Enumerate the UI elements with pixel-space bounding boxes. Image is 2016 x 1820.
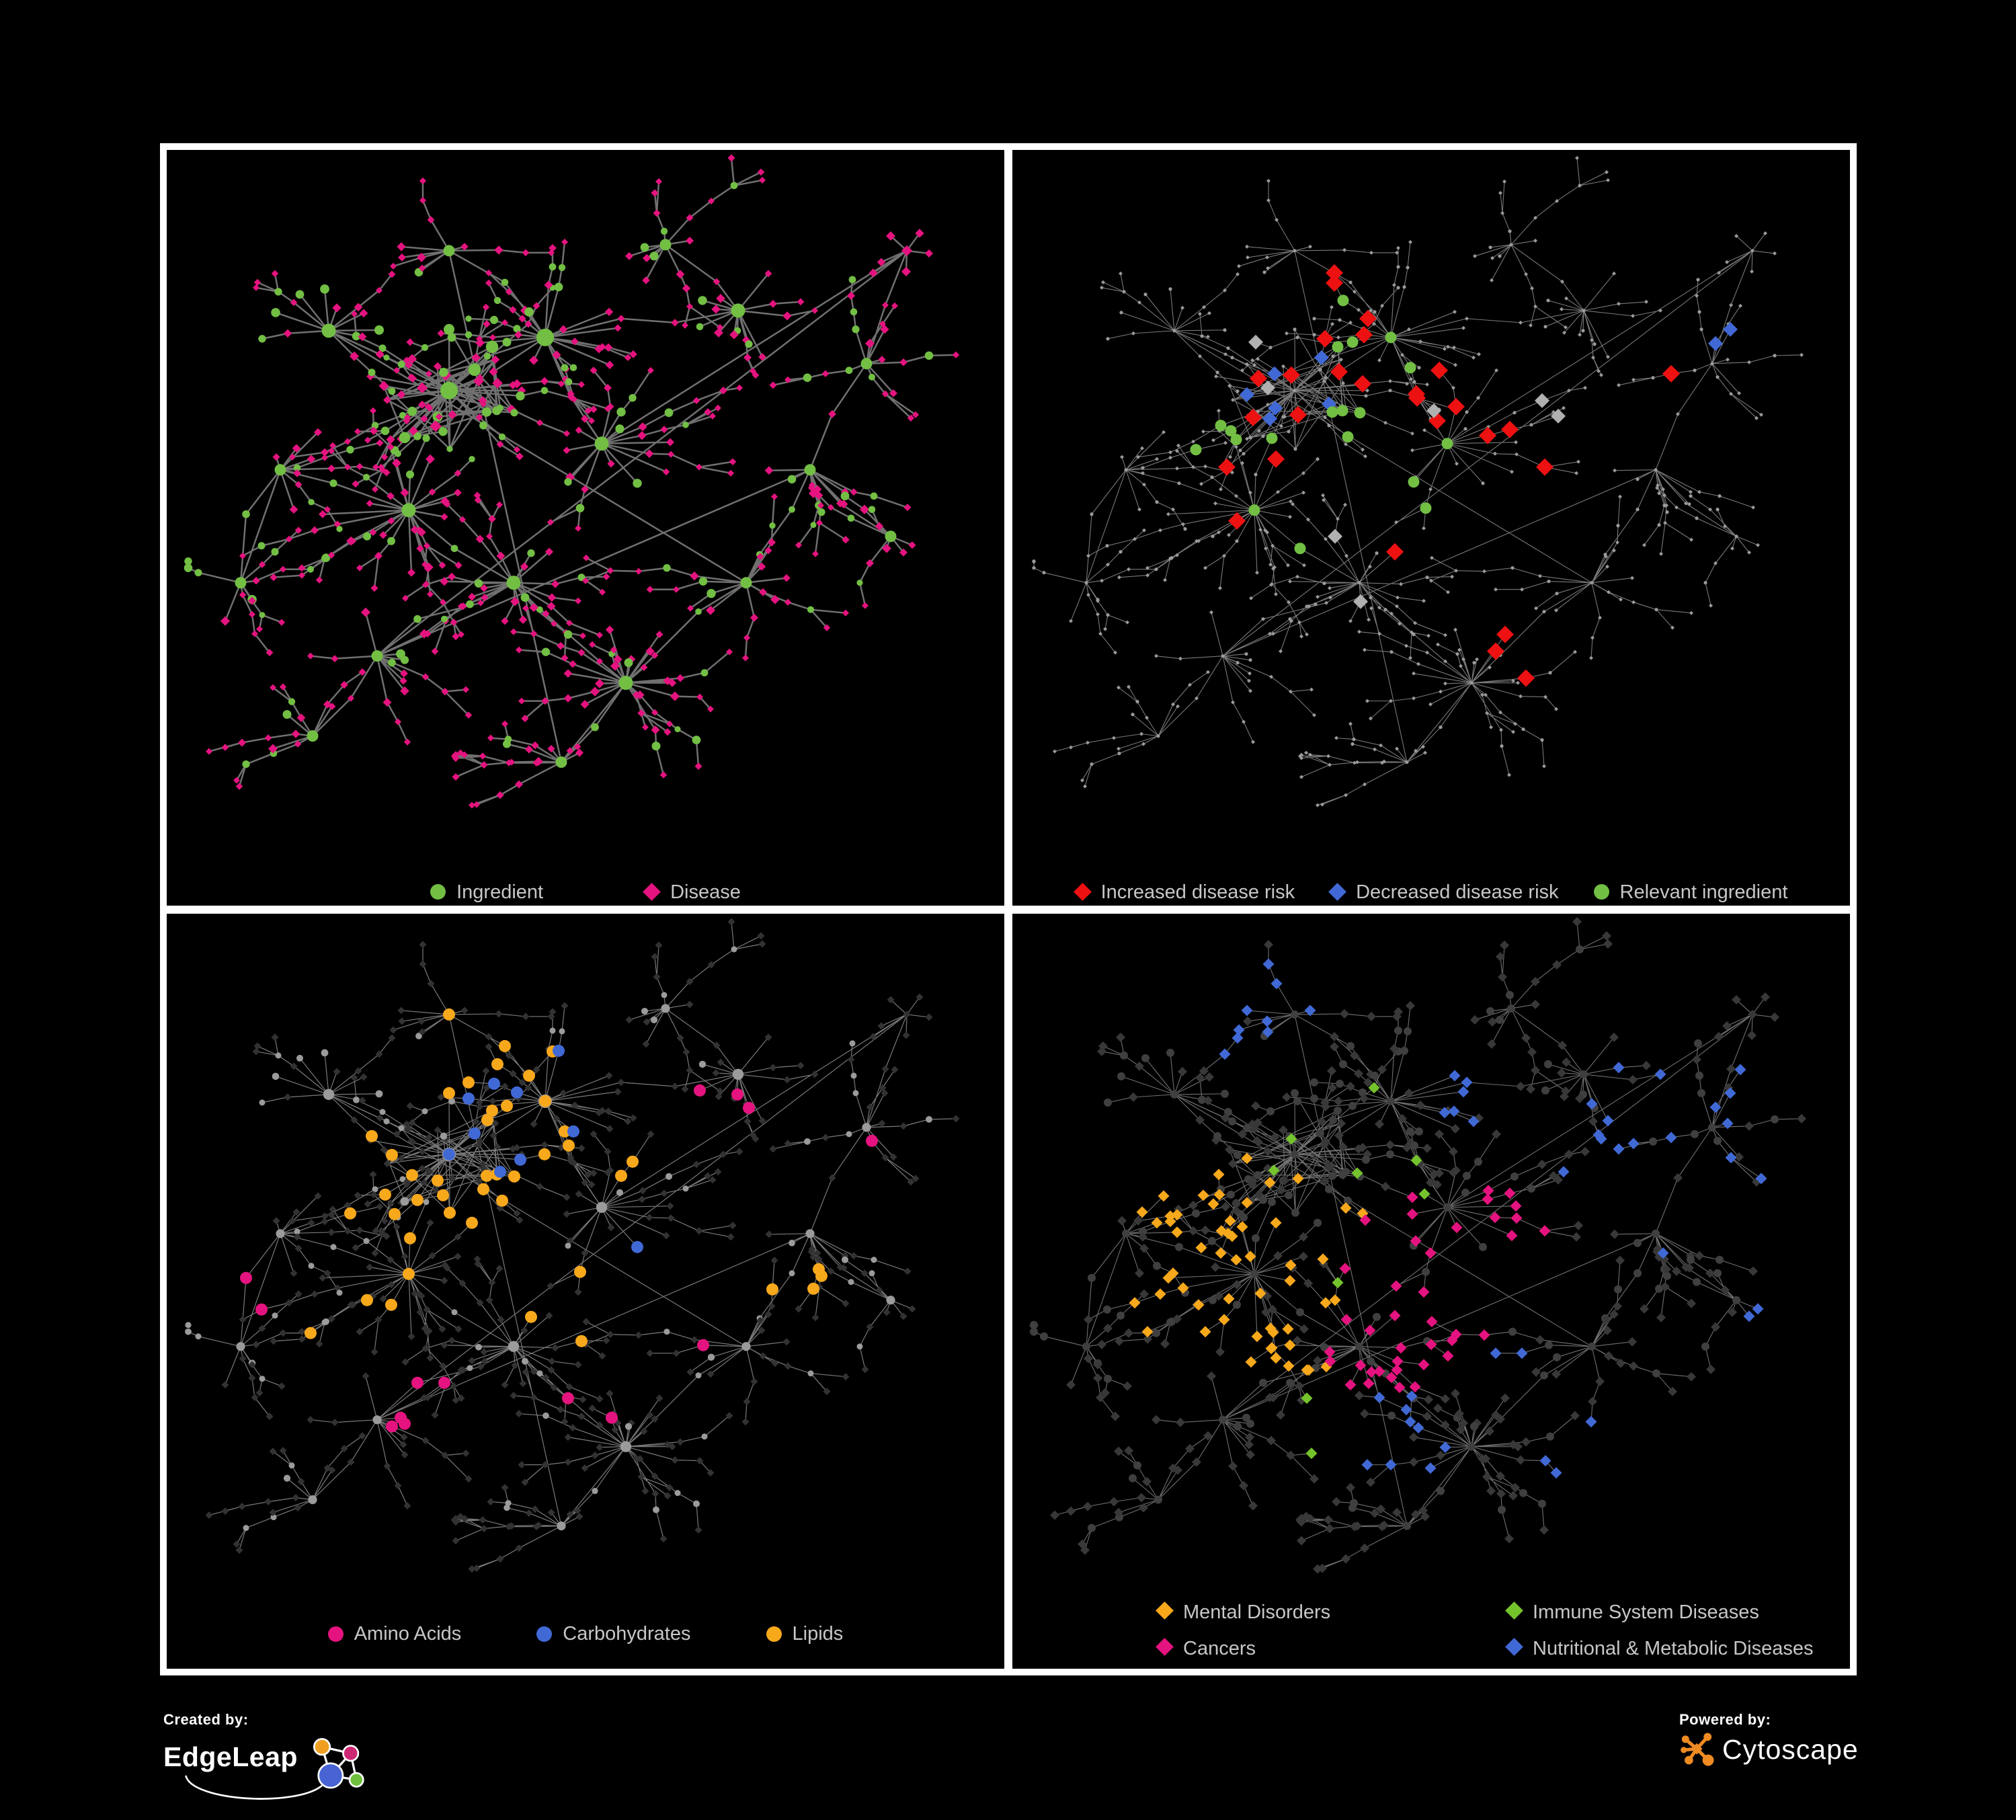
legend-label: Decreased disease risk: [1356, 881, 1559, 903]
powered-by-label: Powered by:: [1679, 1711, 1771, 1728]
panel-ingredient-disease: Ingredient Disease: [167, 150, 1004, 906]
legend-item: Immune System Diseases: [1505, 1600, 1813, 1624]
disease-risk-network: [1032, 155, 1804, 807]
legend-label: Amino Acids: [354, 1623, 462, 1645]
legend-label: Carbohydrates: [563, 1623, 691, 1645]
legend-item: Increased disease risk: [1073, 880, 1295, 904]
legend-circle-marker: [327, 1626, 344, 1642]
node-layer: [1029, 916, 1806, 1574]
legend-item: Lipids: [766, 1622, 844, 1646]
legend-label: Immune System Diseases: [1533, 1601, 1759, 1623]
network-grid: Ingredient Disease Increased disease risk…: [160, 143, 1857, 1675]
created-by-block: Created by: EdgeLeap: [163, 1711, 365, 1800]
ingredient-disease-network: [184, 154, 960, 809]
legend-circle-marker: [1593, 884, 1609, 900]
legend-item: Cancers: [1156, 1636, 1506, 1661]
panel-disease-categories: Mental Disorders Immune System Diseases Ca…: [1012, 913, 1850, 1669]
legend-diamond-marker: [1328, 883, 1347, 901]
legend-item: Carbohydrates: [536, 1622, 691, 1646]
cytoscape-wordmark: Cytoscape: [1722, 1733, 1859, 1765]
legend-circle-marker: [536, 1626, 553, 1642]
legend-diamond-marker: [1156, 1638, 1174, 1656]
highlight-layer: [240, 1008, 878, 1433]
legend-item: Relevant ingredient: [1593, 880, 1788, 904]
edgeleap-node-magenta: [342, 1745, 360, 1762]
edgeleap-node-orange: [313, 1738, 331, 1756]
edgeleap-swoosh: [184, 1775, 323, 1800]
legend-item: Nutritional & Metabolic Diseases: [1505, 1636, 1814, 1661]
legend-circle-marker: [430, 884, 446, 900]
edge-layer: [187, 157, 957, 806]
legend-item: Ingredient: [430, 880, 543, 904]
legend-diamond-marker: [1505, 1638, 1523, 1656]
legend-label: Lipids: [792, 1623, 844, 1645]
legend-disease-categories: Mental Disorders Immune System Diseases Ca…: [1156, 1600, 1814, 1661]
legend-diamond-marker: [1073, 883, 1092, 901]
legend-ingredient-disease: Ingredient Disease: [167, 880, 1004, 904]
node-layer: [184, 917, 960, 1573]
legend-label: Disease: [670, 881, 741, 903]
disease-categories-network: [1029, 916, 1806, 1574]
cytoscape-logo-nodes: [1681, 1733, 1714, 1766]
powered-by-block: Powered by: Cytosc: [1679, 1711, 1859, 1768]
legend-label: Relevant ingredient: [1619, 881, 1788, 903]
legend-item: Decreased disease risk: [1328, 880, 1559, 904]
legend-label: Cancers: [1183, 1638, 1256, 1659]
edgeleap-node-green: [348, 1772, 364, 1788]
edgeleap-wordmark: EdgeLeap: [163, 1741, 298, 1772]
edge-layer: [1033, 921, 1802, 1569]
nutrient-classes-network: [184, 917, 960, 1573]
edgeleap-node-blue: [317, 1762, 344, 1789]
legend-item: Mental Disorders: [1156, 1600, 1506, 1624]
legend-nutrient-classes: Amino Acids Carbohydrates Lipids: [167, 1622, 1004, 1646]
legend-disease-risk: Increased disease risk Decreased disease …: [1012, 880, 1850, 904]
legend-label: Increased disease risk: [1100, 881, 1295, 903]
edgeleap-logo-icon: [184, 1738, 364, 1800]
legend-diamond-marker: [643, 883, 661, 901]
edge-layer: [188, 921, 957, 1569]
legend-diamond-marker: [1505, 1601, 1523, 1620]
cytoscape-logo-icon: [1681, 1733, 1714, 1766]
legend-label: Mental Disorders: [1183, 1601, 1331, 1623]
panel-nutrient-classes: Amino Acids Carbohydrates Lipids: [167, 913, 1004, 1669]
legend-label: Ingredient: [456, 881, 544, 903]
legend-item: Amino Acids: [327, 1622, 462, 1646]
legend-diamond-marker: [1156, 1601, 1174, 1620]
node-layer: [184, 154, 960, 809]
legend-circle-marker: [766, 1626, 782, 1642]
panel-disease-risk: Increased disease risk Decreased disease …: [1012, 150, 1850, 906]
created-by-label: Created by:: [163, 1711, 249, 1728]
legend-item: Disease: [643, 880, 741, 904]
highlight-layer: [1190, 264, 1738, 687]
legend-label: Nutritional & Metabolic Diseases: [1533, 1638, 1814, 1659]
